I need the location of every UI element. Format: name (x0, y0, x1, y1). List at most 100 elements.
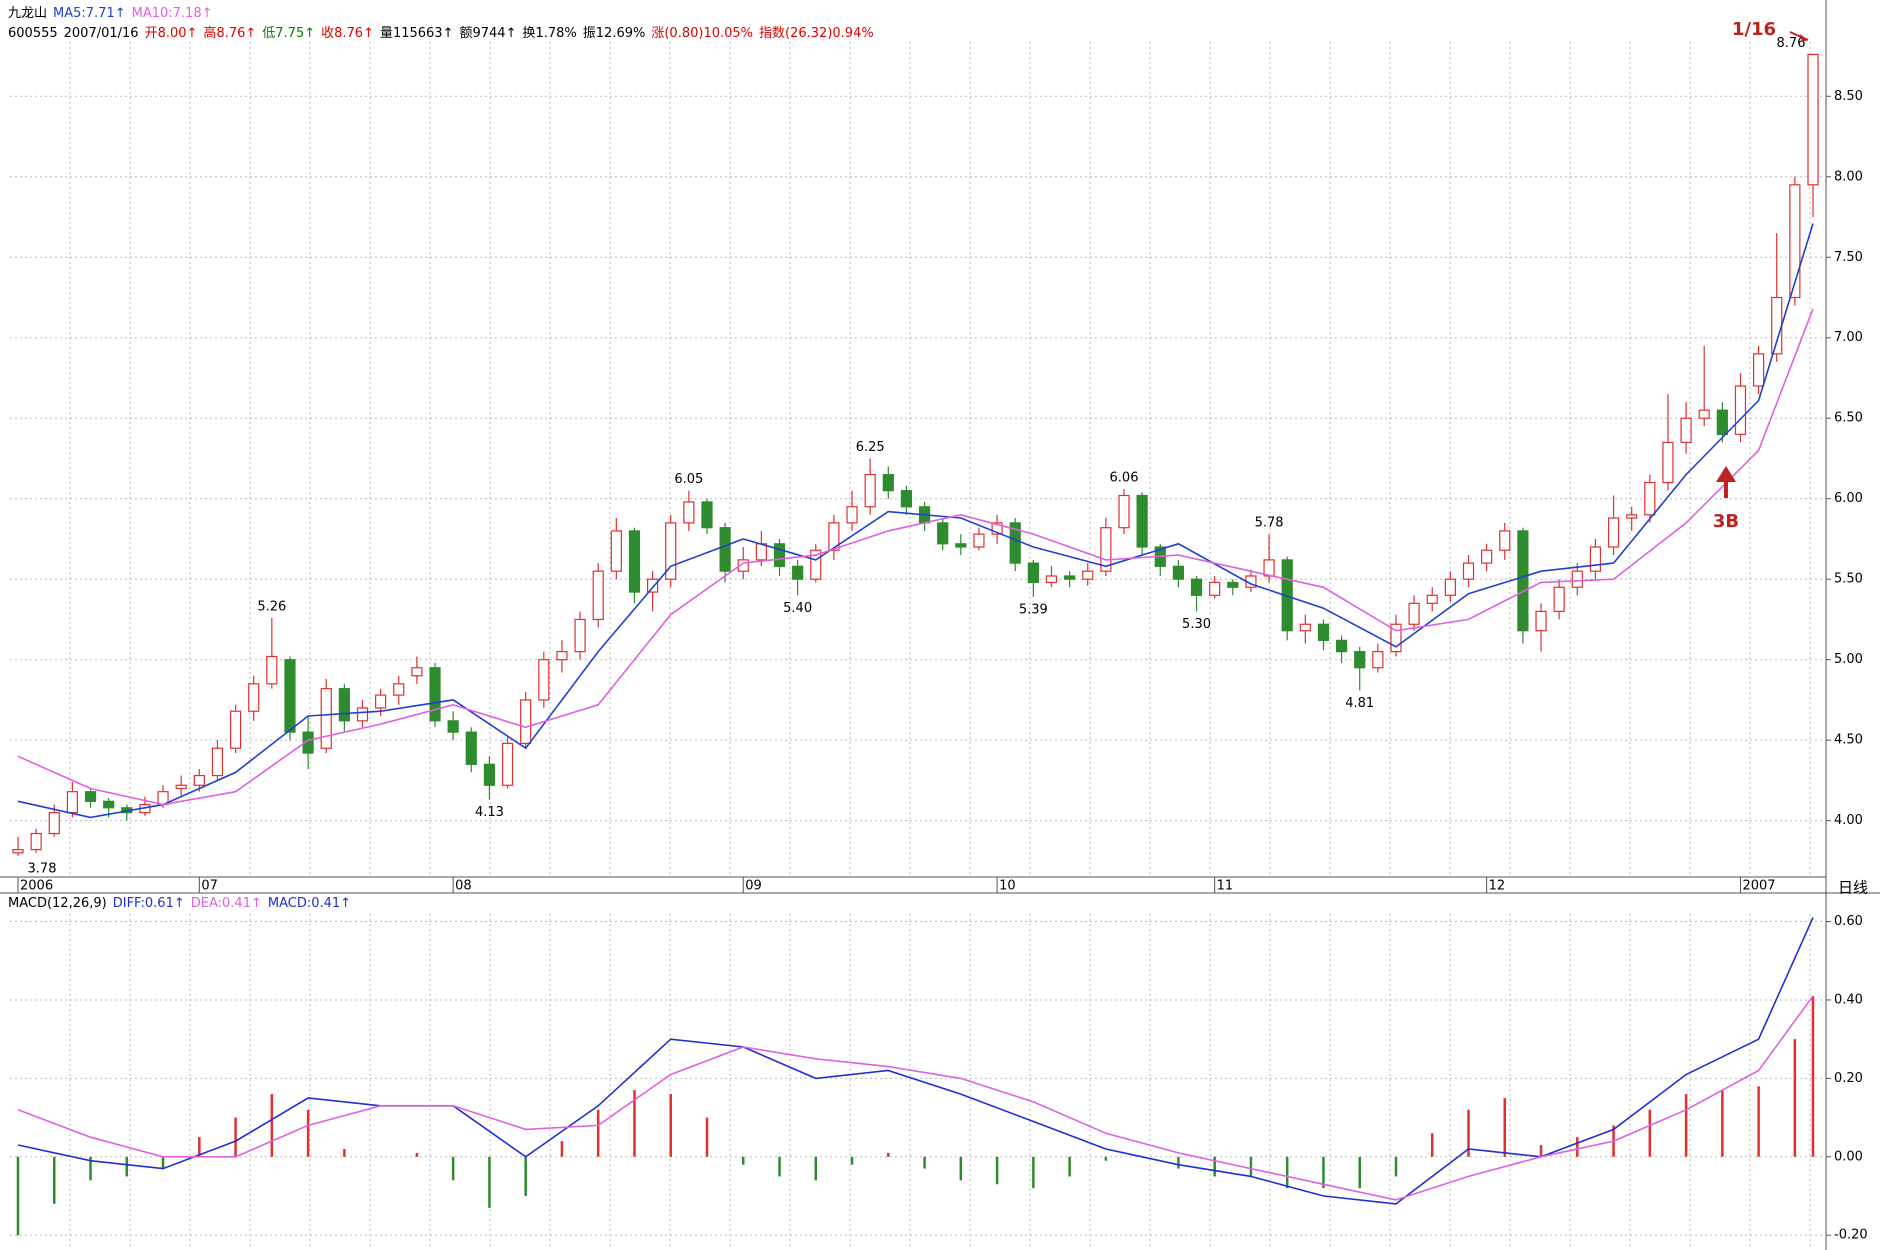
line-series (17, 917, 1814, 1205)
legend-entry: MA5:7.71↑ (53, 6, 126, 21)
quote-field: 低7.75↑ (262, 26, 316, 41)
candle-body (429, 667, 441, 722)
x-tick-label: 11 (1217, 879, 1234, 894)
candle-body (1335, 639, 1348, 653)
candle-body (864, 473, 876, 508)
low-label: 4.81 (1345, 696, 1374, 711)
candle-body (973, 533, 985, 548)
candle-body (284, 659, 296, 733)
high-label: 5.78 (1255, 516, 1284, 531)
candle-body (1372, 651, 1384, 669)
y-tick-label: 0.40 (1834, 992, 1863, 1007)
y-tick-label: 6.50 (1834, 411, 1863, 426)
period-label: 日线 (1838, 879, 1868, 897)
high-label: 8.76 (1777, 36, 1806, 51)
high-label: 6.25 (856, 440, 885, 455)
candle-body (1753, 353, 1765, 387)
candle-body (447, 720, 459, 733)
candle-body (1082, 570, 1094, 580)
candle-body (1789, 184, 1801, 299)
candle-body (1190, 578, 1203, 596)
candle-body (1662, 441, 1674, 484)
candle-body (175, 784, 187, 790)
candle-body (1589, 546, 1602, 572)
candle-body (592, 570, 604, 621)
candle-body (1027, 562, 1039, 584)
quote-field: 换1.78% (522, 26, 577, 41)
quote-field: 收8.76↑ (321, 26, 374, 41)
candle-body (1499, 530, 1511, 551)
candle-body (465, 731, 477, 765)
quote-field: 开8.00↑ (144, 26, 198, 41)
candle-body (375, 694, 387, 709)
candle-body (1045, 575, 1058, 584)
candle-body (1009, 522, 1021, 564)
candle-body (393, 683, 405, 696)
candle-body (900, 490, 913, 508)
candle-body (48, 812, 60, 835)
candle-body (1426, 594, 1438, 604)
quote-field: 量115663↑ (379, 26, 454, 41)
candle-body (248, 683, 260, 712)
annotation: 1/16 (1732, 19, 1776, 40)
candle-body (338, 688, 350, 722)
candle-body (1716, 409, 1728, 435)
y-tick-label: 4.00 (1834, 813, 1863, 828)
header-row: 九龙山 MA5:7.71↑ MA10:7.18↑ (8, 5, 219, 23)
candle-body (520, 699, 532, 744)
high-label: 6.05 (674, 472, 703, 487)
candle-body (1462, 562, 1475, 580)
candle-body (302, 731, 314, 754)
candle-body (1317, 623, 1330, 641)
candle-body (574, 618, 586, 653)
candle-body (1299, 623, 1311, 632)
candle-body (1390, 623, 1402, 653)
low-label: 5.39 (1019, 602, 1048, 617)
candle-body (320, 688, 332, 749)
quote-field: 600555 (8, 26, 58, 41)
x-tick-label: 10 (999, 879, 1016, 894)
line-series (17, 995, 1814, 1201)
candle-body (1807, 53, 1819, 186)
candle-body (1734, 385, 1747, 435)
x-tick-label: 12 (1489, 879, 1506, 894)
candle-body (483, 763, 496, 786)
candle-body (66, 791, 78, 814)
quote-field: 指数(26.32)0.94% (759, 26, 874, 41)
candle-body (1553, 586, 1565, 612)
candle-body (1209, 581, 1221, 596)
y-tick-label: 4.50 (1834, 733, 1863, 748)
low-label: 4.13 (475, 805, 504, 820)
candle-body (1517, 530, 1529, 632)
candle-body (193, 774, 205, 786)
legend-entry: DIFF:0.61↑ (112, 896, 185, 911)
candle-body (538, 659, 550, 701)
y-tick-label: 7.50 (1834, 250, 1863, 265)
quote-field: 涨(0.80)10.05% (651, 26, 754, 41)
header-row: 600555 2007/01/16 开8.00↑ 高8.76↑ 低7.75↑ 收8.76↑… (8, 25, 880, 43)
candle-body (30, 832, 42, 851)
candle-body (1064, 575, 1076, 580)
quote-field: 额9744↑ (459, 26, 517, 41)
y-tick-label: 5.00 (1834, 652, 1863, 667)
low-label: 3.78 (28, 862, 57, 877)
candle-body (1136, 494, 1148, 548)
y-tick-label: 0.00 (1834, 1149, 1863, 1164)
candle-body (755, 543, 767, 561)
candle-body (610, 530, 622, 572)
legend-entry: MA10:7.18↑ (131, 6, 213, 21)
quote-field: 振12.69% (582, 26, 646, 41)
candle-body (646, 578, 659, 593)
line-series (17, 223, 1814, 819)
candle-body (1172, 565, 1185, 580)
candle-body (266, 655, 278, 685)
candle-body (1680, 417, 1692, 443)
x-tick-label: 2006 (20, 879, 53, 894)
x-tick-label: 2007 (1742, 879, 1775, 894)
candle-body (1571, 570, 1583, 588)
candle-body (665, 522, 677, 580)
candle-body (84, 791, 97, 802)
candle-body (683, 501, 695, 524)
